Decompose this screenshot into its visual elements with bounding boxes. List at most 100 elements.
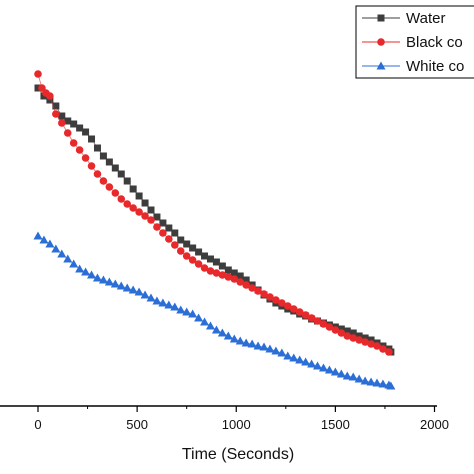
data-point: [278, 299, 286, 307]
data-point: [348, 372, 358, 381]
data-point: [242, 281, 250, 289]
data-point: [129, 204, 137, 212]
data-point: [361, 338, 369, 346]
data-point: [266, 293, 274, 301]
data-point: [81, 154, 90, 162]
data-point: [229, 334, 239, 343]
data-point: [70, 120, 78, 128]
data-point: [188, 256, 197, 264]
data-point: [63, 254, 73, 263]
data-point: [236, 278, 245, 286]
data-point: [212, 258, 220, 266]
data-point: [153, 213, 161, 221]
data-point: [52, 102, 60, 110]
data-point: [372, 378, 382, 387]
data-point: [176, 247, 185, 255]
data-point: [92, 273, 102, 282]
data-point: [110, 279, 120, 288]
data-point: [230, 275, 239, 283]
data-point: [135, 208, 143, 216]
data-point: [336, 369, 346, 378]
data-point: [64, 117, 72, 125]
data-point: [224, 266, 232, 274]
data-point: [34, 70, 42, 78]
data-point: [51, 244, 61, 253]
data-point: [194, 313, 204, 322]
data-point: [248, 284, 256, 292]
data-point: [122, 283, 132, 292]
data-point: [367, 340, 375, 348]
data-point: [75, 146, 84, 154]
data-point: [360, 376, 370, 385]
data-point: [361, 334, 369, 342]
data-point: [111, 164, 119, 172]
data-point: [165, 235, 173, 243]
data-point: [260, 290, 268, 298]
data-point: [355, 332, 363, 340]
data-point: [81, 267, 91, 276]
data-point: [87, 162, 96, 170]
x-axis-ticks: 0 500 1000 1500 2000: [34, 406, 449, 432]
data-point: [271, 346, 281, 355]
data-point: [177, 236, 185, 244]
data-point: [34, 84, 42, 92]
x-tick-label: 500: [126, 417, 148, 432]
data-point: [200, 317, 210, 326]
data-point: [206, 267, 215, 275]
data-point: [188, 309, 198, 318]
legend-label: Water: [406, 10, 445, 27]
data-point: [128, 285, 138, 294]
series-circle: [34, 70, 393, 356]
data-point: [349, 329, 357, 337]
data-point: [318, 363, 328, 372]
data-point: [253, 341, 263, 350]
data-point: [117, 195, 126, 203]
x-tick-label: 0: [34, 417, 41, 432]
data-point: [342, 371, 352, 380]
data-point: [343, 327, 351, 335]
data-point: [366, 377, 376, 386]
data-point: [140, 290, 150, 299]
x-axis-title: Time (Seconds): [182, 446, 294, 463]
data-point: [235, 336, 245, 345]
data-point: [379, 345, 387, 353]
data-point: [104, 277, 114, 286]
data-point: [135, 192, 143, 200]
data-point: [164, 300, 174, 309]
series-triangle: [33, 231, 396, 390]
data-point: [171, 229, 179, 237]
data-point: [330, 367, 340, 376]
data-point: [223, 331, 233, 340]
data-point: [152, 296, 162, 305]
data-point: [182, 307, 192, 316]
data-point: [295, 355, 305, 364]
legend-marker: [377, 14, 385, 22]
data-point: [247, 339, 257, 348]
data-point: [378, 379, 388, 388]
data-point: [295, 308, 304, 316]
data-point: [93, 170, 102, 178]
data-point: [147, 206, 155, 214]
data-point: [331, 326, 340, 334]
data-point: [170, 241, 179, 249]
data-point: [105, 183, 114, 191]
data-point: [301, 311, 310, 319]
data-point: [337, 329, 346, 337]
data-point: [141, 212, 149, 220]
data-point: [76, 124, 84, 132]
data-point: [211, 325, 221, 334]
data-point: [313, 361, 323, 370]
data-point: [147, 216, 155, 224]
data-point: [307, 359, 317, 368]
data-point: [69, 259, 79, 268]
data-point: [116, 281, 126, 290]
data-point: [159, 219, 167, 227]
data-point: [277, 348, 287, 357]
data-point: [75, 264, 85, 273]
data-point: [99, 177, 108, 185]
data-point: [354, 374, 364, 383]
data-point: [205, 321, 215, 330]
data-point: [217, 328, 227, 337]
data-point: [170, 302, 180, 311]
data-point: [69, 139, 78, 147]
